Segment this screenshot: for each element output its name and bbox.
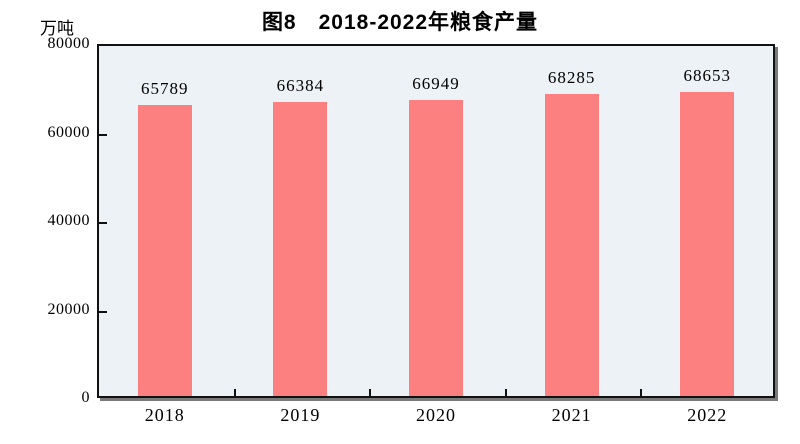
bar-2020: [409, 99, 463, 396]
x-tick-mark: [504, 389, 507, 396]
y-tick-label: 20000: [47, 300, 90, 318]
x-axis-label: 2019: [280, 405, 321, 425]
y-tick-label: 60000: [47, 123, 90, 141]
x-axis-label: 2021: [551, 405, 592, 425]
bar-value-label: 66384: [276, 76, 325, 96]
y-tick-mark: [99, 310, 107, 313]
plot-area: [97, 44, 775, 398]
y-tick-mark: [99, 133, 107, 136]
x-tick-mark: [233, 389, 236, 396]
x-axis-label: 2018: [144, 405, 185, 425]
bar-value-label: 68653: [683, 66, 731, 86]
bar-value-label: 68285: [547, 67, 596, 87]
bar-2018: [137, 104, 192, 396]
chart-title: 图8 2018-2022年粮食产量: [261, 11, 539, 34]
x-axis-label: 2020: [416, 405, 456, 425]
bar-2019: [273, 102, 328, 396]
y-tick-label: 0: [81, 389, 90, 406]
x-tick-mark: [640, 389, 643, 396]
bar-2022: [680, 92, 735, 396]
y-axis-unit-label: 万吨: [40, 19, 74, 38]
y-tick-label: 80000: [47, 35, 90, 52]
y-tick-mark: [99, 222, 107, 224]
x-axis-label: 2022: [687, 405, 728, 425]
y-tick-label: 40000: [47, 212, 90, 229]
x-tick-mark: [369, 389, 372, 396]
bar-value-label: 65789: [141, 78, 189, 98]
bar-2021: [544, 93, 599, 396]
bar-value-label: 66949: [412, 73, 460, 93]
